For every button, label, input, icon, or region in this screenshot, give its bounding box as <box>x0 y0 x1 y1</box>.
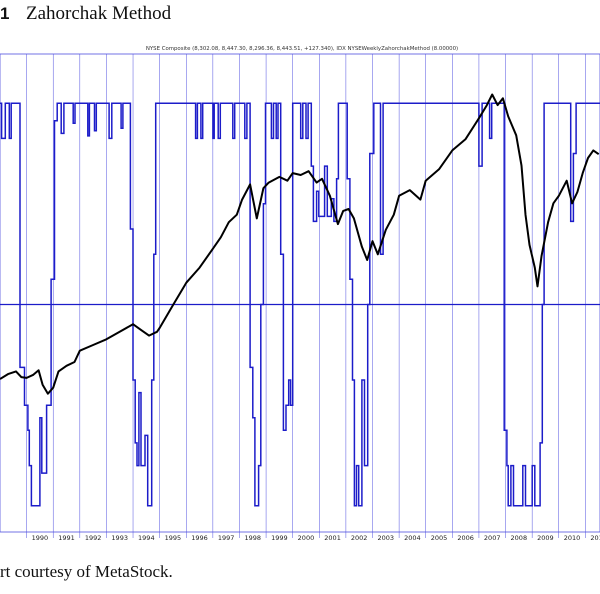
x-tick-labels: 1990 1991 1992 1993 1994 1995 1996 1997 1998 1999… <box>32 534 600 542</box>
plot-frame <box>0 53 600 533</box>
series-zahorchak-line <box>0 102 600 507</box>
x-tick-label: 1992 <box>85 534 102 542</box>
x-tick-label: 1996 <box>191 534 208 542</box>
x-tick-label: 1995 <box>165 534 182 542</box>
x-tick-label: 1997 <box>218 534 235 542</box>
x-tick-label: 2002 <box>351 534 368 542</box>
series-nyse-composite-line <box>0 93 600 395</box>
x-tick-label: 2000 <box>298 534 315 542</box>
x-tick-label: 2004 <box>404 534 421 542</box>
x-tick-label: 2006 <box>457 534 474 542</box>
x-tick-label: 201 <box>590 534 600 542</box>
x-tick-label: 1999 <box>271 534 288 542</box>
x-tick-label: 2005 <box>431 534 448 542</box>
x-tick-label: 2009 <box>537 534 554 542</box>
x-tick-label: 1991 <box>58 534 75 542</box>
x-tick-label: 1994 <box>138 534 155 542</box>
chart-title: NYSE Composite (8,302.08, 8,447.30, 8,29… <box>146 46 458 52</box>
figure-caption: rt courtesy of MetaStock. <box>0 562 173 581</box>
x-tick-label: 1990 <box>32 534 49 542</box>
x-tick-label: 2008 <box>511 534 528 542</box>
x-tick-label: 1993 <box>111 534 128 542</box>
x-tick-label: 2007 <box>484 534 501 542</box>
figure-title: Zahorchak Method <box>26 3 172 24</box>
x-tick-label: 2001 <box>324 534 341 542</box>
x-tick-label: 2003 <box>378 534 395 542</box>
series-layer <box>0 93 600 507</box>
chart: NYSE Composite (8,302.08, 8,447.30, 8,29… <box>0 46 600 542</box>
figure-number: 1 <box>0 4 10 23</box>
x-tick-label: 2010 <box>564 534 581 542</box>
x-tick-label: 1998 <box>244 534 261 542</box>
